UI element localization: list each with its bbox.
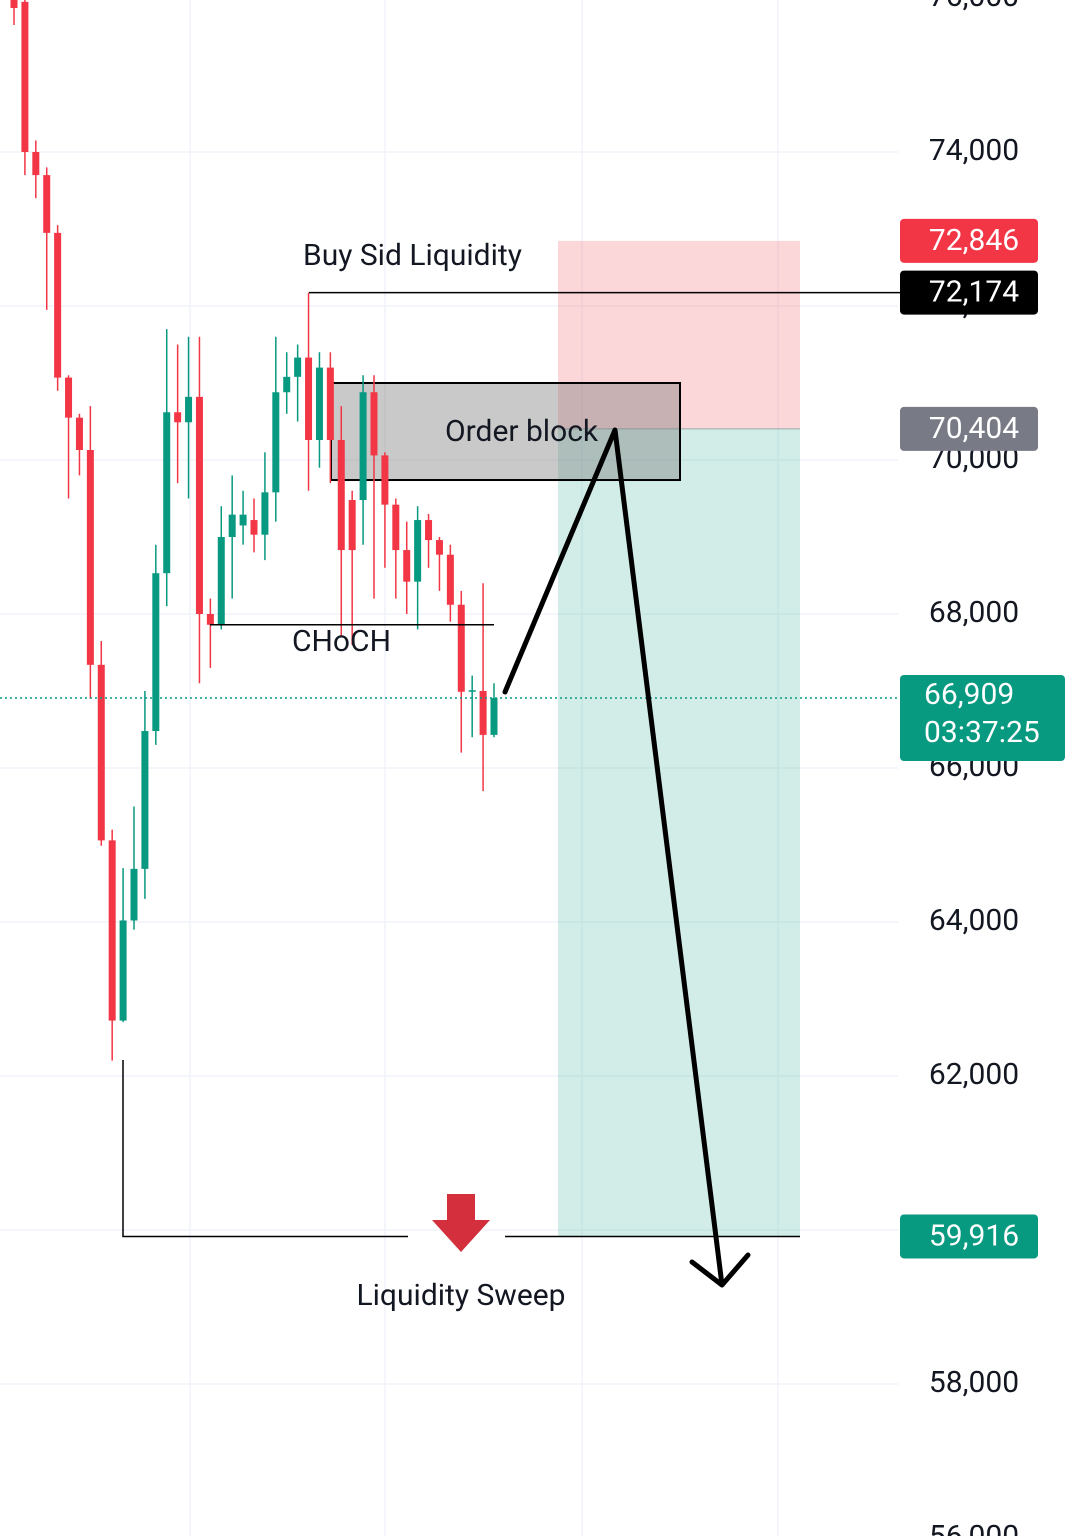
y-tick-label: 56,000 xyxy=(929,1519,1019,1536)
candle-body xyxy=(217,537,225,625)
candle-body xyxy=(283,376,291,393)
candle-body xyxy=(435,540,443,555)
candle-body xyxy=(294,357,302,377)
down-arrow-icon xyxy=(432,1194,490,1252)
candle-body xyxy=(32,152,40,176)
candle-body xyxy=(54,232,62,378)
candle-body xyxy=(75,417,83,450)
candle-body xyxy=(195,396,203,614)
stop-label-text: 72,846 xyxy=(929,223,1019,258)
candle-body xyxy=(163,412,171,574)
y-tick-label: 76,000 xyxy=(929,0,1019,14)
candle-body xyxy=(86,449,94,665)
candle-body xyxy=(206,614,214,625)
candle-body xyxy=(43,175,51,233)
candle-body xyxy=(10,0,18,9)
candle-body xyxy=(185,396,193,423)
current-price-box xyxy=(900,675,1065,762)
candle-body xyxy=(425,520,433,541)
candle-body xyxy=(108,840,116,1021)
buy-side-label-text: 72,174 xyxy=(929,275,1019,310)
choch-text: CHoCH xyxy=(292,624,391,659)
candle-body xyxy=(305,357,313,440)
candle-body xyxy=(479,691,487,735)
countdown-text: 03:37:25 xyxy=(924,715,1040,750)
y-tick-label: 62,000 xyxy=(929,1057,1019,1092)
candle-body xyxy=(250,520,258,535)
y-tick-label: 64,000 xyxy=(929,903,1019,938)
target-zone xyxy=(558,428,800,1237)
candle-body xyxy=(392,504,400,551)
candle-body xyxy=(370,392,378,456)
candle-body xyxy=(457,604,465,692)
candle-body xyxy=(152,573,160,732)
candle-body xyxy=(446,554,454,605)
candle-body xyxy=(337,439,345,551)
candle-body xyxy=(119,920,127,1021)
projection-arrow xyxy=(502,427,751,1288)
candle-body xyxy=(315,367,323,440)
y-tick-label: 74,000 xyxy=(929,133,1019,168)
candle-body xyxy=(174,412,182,423)
current-price-text: 66,909 xyxy=(924,677,1014,712)
buy-side-text: Buy Sid Liquidity xyxy=(303,238,522,273)
candle-body xyxy=(348,500,356,551)
candle-body xyxy=(239,514,247,526)
entry-label-text: 70,404 xyxy=(929,411,1019,446)
target-label-box xyxy=(900,1214,1038,1259)
candle-body xyxy=(130,868,138,921)
candle-body xyxy=(490,698,498,735)
candle-body xyxy=(326,367,334,440)
entry-label-box xyxy=(900,406,1038,451)
candle-body xyxy=(21,1,29,152)
candle-body xyxy=(381,455,389,505)
sweep-text: Liquidity Sweep xyxy=(356,1278,565,1313)
candle-body xyxy=(403,550,411,582)
candle-body xyxy=(65,377,73,418)
y-tick-label: 58,000 xyxy=(929,1365,1019,1400)
order-block-text: Order block xyxy=(445,414,599,449)
sweep-line xyxy=(122,1060,800,1238)
candle-body xyxy=(359,392,367,501)
candle-body xyxy=(141,731,149,869)
candle-body xyxy=(414,520,422,582)
candle-body xyxy=(468,690,476,692)
buy-side-label-box xyxy=(900,270,1038,315)
target-label-text: 59,916 xyxy=(929,1218,1019,1253)
stop-label-box xyxy=(900,218,1038,263)
candle-body xyxy=(272,392,280,493)
candle-body xyxy=(261,492,269,535)
y-tick-label: 68,000 xyxy=(929,595,1019,630)
candle-body xyxy=(228,514,236,537)
candle-body xyxy=(97,664,105,841)
